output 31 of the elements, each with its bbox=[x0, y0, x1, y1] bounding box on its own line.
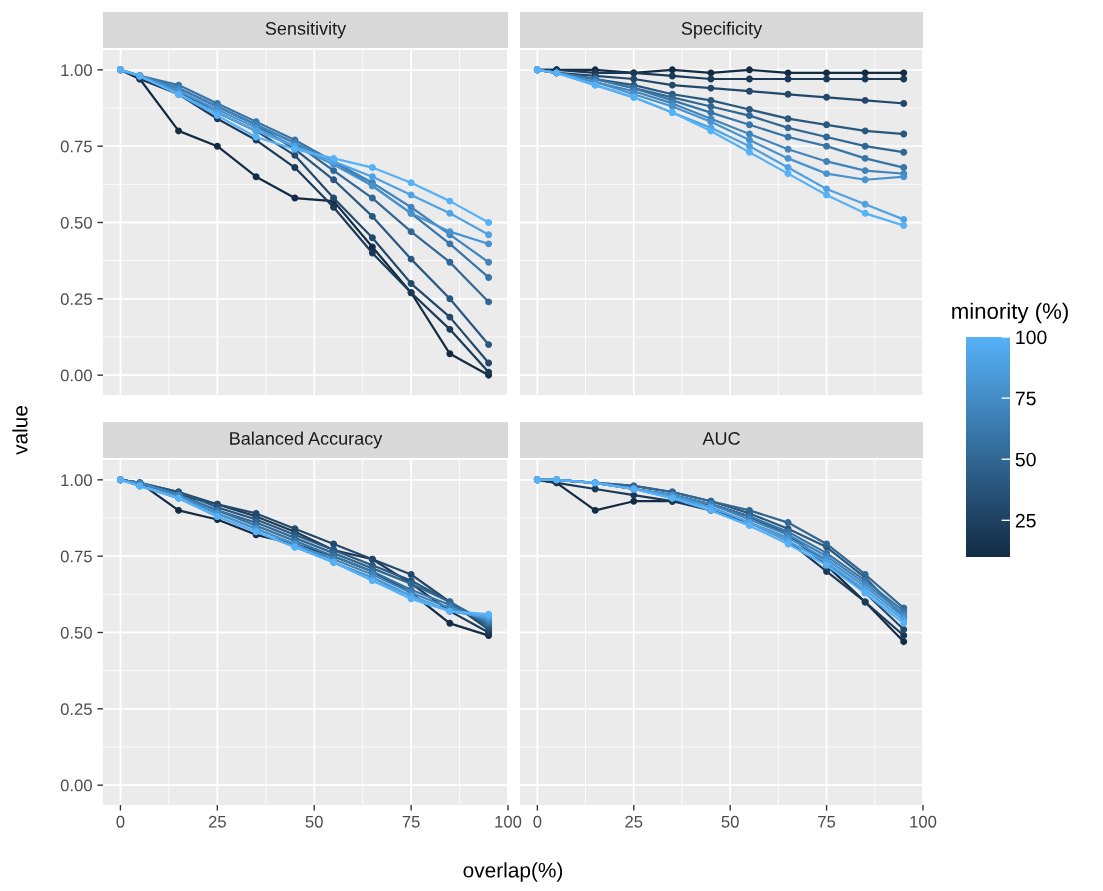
color-bar-label: 75 bbox=[1015, 391, 1036, 406]
y-tick-label: 1.00 bbox=[61, 474, 92, 487]
chart-title: AUC bbox=[702, 432, 740, 445]
x-tick-label: 75 bbox=[818, 816, 836, 828]
color-bar-label: 50 bbox=[1015, 452, 1036, 467]
y-tick-label: 0.25 bbox=[60, 703, 92, 716]
x-tick-label: 100 bbox=[495, 815, 522, 828]
color-bar-title: minority (%) bbox=[952, 302, 1068, 324]
x-tick-label: 50 bbox=[721, 815, 739, 828]
y-tick-label: 0.00 bbox=[60, 369, 92, 382]
y-tick-label: 0.75 bbox=[60, 140, 92, 153]
y-tick-label: 1.00 bbox=[61, 64, 92, 77]
color-bar-label: 100 bbox=[1016, 330, 1047, 345]
chart-title: Sensitivity bbox=[265, 21, 347, 39]
y-tick-label: 0.50 bbox=[60, 216, 92, 229]
y-tick-label: 0.75 bbox=[60, 550, 92, 563]
y-tick-label: 0.50 bbox=[60, 626, 92, 639]
chart-title: Balanced Accuracy bbox=[230, 431, 383, 449]
color-bar-label: 25 bbox=[1015, 513, 1036, 528]
x-tick-label: 25 bbox=[208, 815, 226, 828]
x-axis-title: overlap(%) bbox=[463, 862, 563, 882]
y-axis-title: value bbox=[12, 406, 28, 455]
y-tick-label: 0.00 bbox=[60, 779, 92, 792]
x-tick-label: 75 bbox=[402, 816, 420, 828]
x-tick-label: 25 bbox=[625, 815, 643, 828]
x-tick-label: 50 bbox=[305, 815, 323, 828]
y-tick-label: 0.25 bbox=[60, 293, 92, 306]
chart-title: Specificity bbox=[681, 21, 763, 39]
x-tick-label: 0 bbox=[116, 815, 125, 828]
x-tick-label: 0 bbox=[533, 815, 542, 828]
x-tick-label: 100 bbox=[910, 815, 937, 828]
